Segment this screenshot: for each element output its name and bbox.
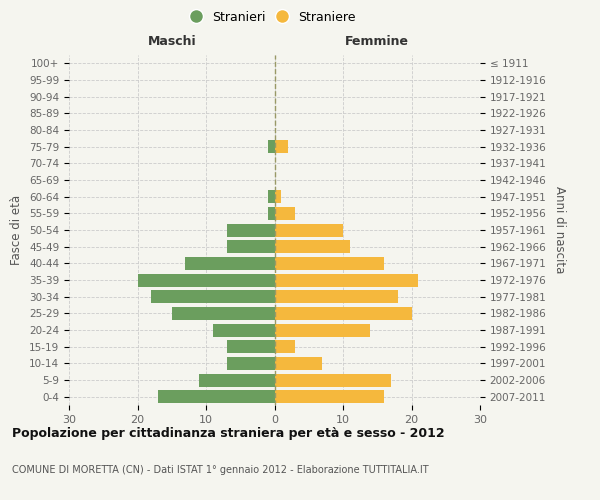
Bar [227, 357, 275, 370]
Bar [213, 324, 275, 336]
Bar [227, 224, 275, 236]
Text: Femmine: Femmine [345, 36, 409, 49]
Bar [275, 224, 343, 236]
Bar [199, 374, 275, 386]
Bar [268, 190, 275, 203]
Bar [185, 257, 275, 270]
Y-axis label: Anni di nascita: Anni di nascita [553, 186, 566, 274]
Bar [275, 290, 398, 303]
Bar [275, 240, 350, 253]
Bar [227, 340, 275, 353]
Bar [172, 307, 275, 320]
Bar [275, 140, 288, 153]
Bar [151, 290, 275, 303]
Bar [275, 190, 281, 203]
Bar [275, 374, 391, 386]
Bar [158, 390, 275, 403]
Bar [275, 390, 384, 403]
Bar [275, 257, 384, 270]
Legend: Stranieri, Straniere: Stranieri, Straniere [185, 6, 361, 29]
Text: Maschi: Maschi [148, 36, 196, 49]
Y-axis label: Fasce di età: Fasce di età [10, 195, 23, 265]
Bar [275, 340, 295, 353]
Bar [227, 240, 275, 253]
Bar [275, 207, 295, 220]
Bar [275, 357, 322, 370]
Bar [275, 274, 418, 286]
Bar [268, 207, 275, 220]
Bar [268, 140, 275, 153]
Bar [275, 307, 412, 320]
Text: COMUNE DI MORETTA (CN) - Dati ISTAT 1° gennaio 2012 - Elaborazione TUTTITALIA.IT: COMUNE DI MORETTA (CN) - Dati ISTAT 1° g… [12, 465, 428, 475]
Bar [137, 274, 275, 286]
Text: Popolazione per cittadinanza straniera per età e sesso - 2012: Popolazione per cittadinanza straniera p… [12, 428, 445, 440]
Bar [275, 324, 370, 336]
